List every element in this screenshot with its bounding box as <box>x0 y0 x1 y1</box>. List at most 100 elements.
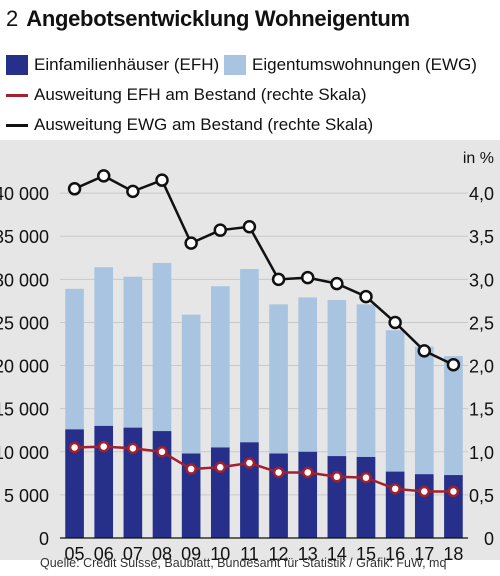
ewg-line-marker <box>126 184 140 199</box>
ewg-line-marker <box>300 270 315 285</box>
efh-line-marker <box>214 461 227 474</box>
ewg-line-marker <box>359 289 373 304</box>
y-left-tick-label: 35 000 <box>0 227 49 247</box>
ewg-line-marker <box>417 344 432 358</box>
legend-label-efh: Einfamilienhäuser (EFH) <box>34 55 220 74</box>
bar-ewg <box>298 297 318 452</box>
efh-line-marker <box>301 466 314 479</box>
efh-line-marker <box>97 440 110 453</box>
efh-line-marker <box>185 463 197 475</box>
ewg-line-marker <box>184 236 198 250</box>
efh-line-marker <box>243 457 256 469</box>
bar-efh <box>385 471 405 538</box>
title-text: Angebotsentwicklung Wohneigentum <box>26 6 410 31</box>
bar-ewg <box>123 276 143 428</box>
efh-line-marker <box>156 446 168 458</box>
y-left-tick-label: 25 000 <box>0 313 49 333</box>
legend-item-ewg-line: Ausweitung EWG am Bestand (rechte Skala) <box>6 114 373 136</box>
y-right-unit-label: in % <box>463 150 494 167</box>
bar-efh <box>240 442 259 538</box>
legend-line-ewg <box>6 123 28 127</box>
efh-line-marker <box>331 471 343 483</box>
x-tick-label: 09 <box>181 544 201 560</box>
y-right-tick-label: 3,0 <box>469 270 494 290</box>
bar-ewg <box>414 346 434 475</box>
bar-efh <box>356 456 376 538</box>
bar-efh <box>298 451 318 538</box>
efh-line-marker <box>272 466 285 479</box>
y-right-tick-label: 4,0 <box>469 184 494 204</box>
y-left-tick-label: 20 000 <box>0 357 49 377</box>
efh-line-marker <box>447 485 460 498</box>
figure-number: 2 <box>6 6 19 31</box>
ewg-line-marker <box>330 276 344 291</box>
x-tick-label: 18 <box>443 544 463 560</box>
y-left-tick-label: 10 000 <box>0 443 49 463</box>
bar-efh <box>123 427 143 538</box>
bar-ewg <box>444 356 463 476</box>
legend-item-efh: Einfamilienhäuser (EFH) <box>6 54 219 76</box>
x-tick-label: 14 <box>327 544 347 560</box>
y-left-tick-label: 30 000 <box>0 270 49 290</box>
ewg-line-marker <box>67 182 82 196</box>
legend-label-efh-line: Ausweitung EFH am Bestand (rechte Skala) <box>34 85 367 104</box>
efh-line-marker <box>68 441 81 454</box>
bar-efh <box>444 475 463 538</box>
legend-swatch-ewg <box>224 55 246 75</box>
efh-line-marker <box>360 471 372 484</box>
x-tick-label: 15 <box>356 544 376 560</box>
y-left-tick-label: 0 <box>39 529 49 549</box>
ewg-line-marker <box>213 223 228 237</box>
x-tick-label: 17 <box>414 544 434 560</box>
x-tick-label: 12 <box>269 544 289 560</box>
y-left-tick-label: 40 000 <box>0 184 49 204</box>
source-note: Quelle: Credit Suisse, Baublatt, Bundesa… <box>40 556 447 570</box>
bar-efh <box>327 456 347 538</box>
bar-efh <box>210 447 230 538</box>
legend-line-efh <box>6 93 28 97</box>
bar-ewg <box>356 304 376 457</box>
ewg-line-marker <box>155 173 169 187</box>
bar-ewg <box>327 300 347 457</box>
y-right-tick-label: 1,5 <box>469 400 494 420</box>
y-right-tick-label: 2,0 <box>469 357 494 377</box>
y-right-tick-label: 0,5 <box>469 486 494 506</box>
y-left-tick-label: 5 000 <box>4 486 49 506</box>
ewg-line-marker <box>271 272 286 287</box>
y-right-tick-label: 0 <box>484 529 494 549</box>
bar-efh <box>152 431 172 538</box>
bar-ewg <box>181 314 201 454</box>
efh-line-marker <box>418 485 431 498</box>
y-right-tick-label: 3,5 <box>469 227 494 247</box>
chart-title: 2 Angebotsentwicklung Wohneigentum <box>6 6 410 32</box>
x-tick-label: 07 <box>123 544 143 560</box>
bar-efh <box>94 425 114 538</box>
x-tick-label: 11 <box>240 544 259 560</box>
efh-line-marker <box>127 442 139 455</box>
bar-ewg <box>94 267 114 426</box>
legend-swatch-efh <box>6 55 28 75</box>
bar-efh <box>65 429 84 538</box>
bar-efh <box>414 474 434 538</box>
legend-label-ewg: Eigentumswohnungen (EWG) <box>252 55 477 74</box>
legend-item-ewg: Eigentumswohnungen (EWG) <box>224 54 477 76</box>
bar-ewg <box>210 286 230 448</box>
bar-ewg <box>152 262 172 432</box>
ewg-line-marker <box>96 169 111 183</box>
x-tick-label: 05 <box>65 544 85 560</box>
bar-efh <box>269 453 288 538</box>
legend-label-ewg-line: Ausweitung EWG am Bestand (rechte Skala) <box>34 115 374 134</box>
y-left-tick-label: 15 000 <box>0 400 49 420</box>
y-right-tick-label: 2,5 <box>469 313 494 333</box>
chart-svg: 0 5 000 10 000 15 000 20 000 25 000 30 000 35 0… <box>0 140 500 560</box>
bar-ewg <box>240 268 259 443</box>
bar-ewg <box>385 330 405 472</box>
x-tick-label: 16 <box>385 544 405 560</box>
ewg-line-marker <box>446 357 461 372</box>
x-tick-label: 06 <box>94 544 114 560</box>
bar-ewg <box>269 304 288 454</box>
x-tick-label: 13 <box>298 544 318 560</box>
ewg-line-marker <box>242 219 257 234</box>
bar-efh <box>181 453 201 538</box>
